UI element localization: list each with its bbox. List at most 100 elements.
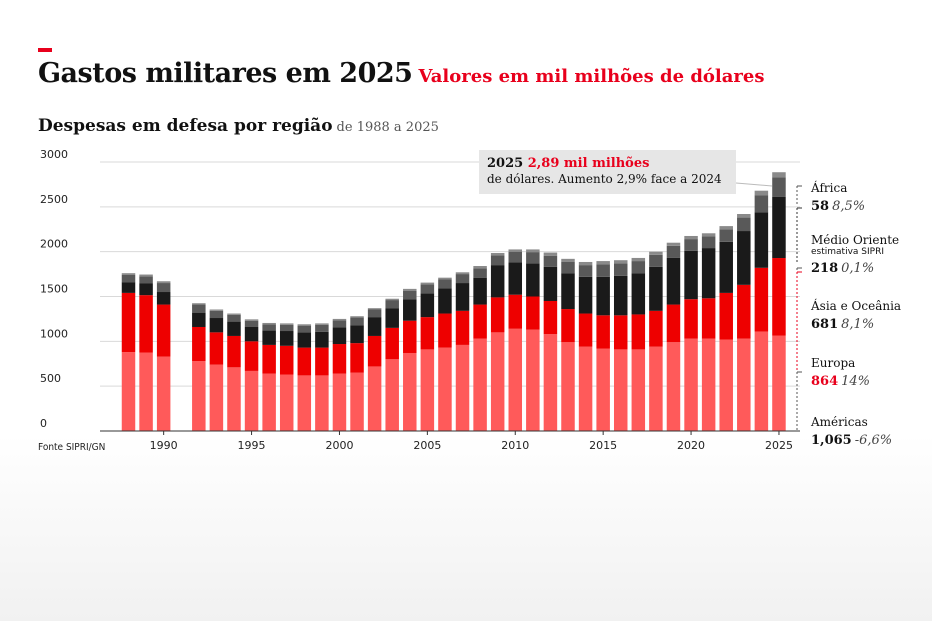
bar-segment — [367, 366, 382, 431]
bar-segment — [754, 267, 769, 332]
bar-segment — [473, 277, 487, 305]
bar-segment — [262, 344, 276, 374]
bar-segment — [526, 249, 540, 253]
bar-segment — [701, 236, 716, 249]
bar-segment — [543, 255, 558, 267]
bar-segment — [613, 263, 628, 276]
y-tick-label: 3000 — [40, 148, 68, 161]
bar-segment — [666, 245, 681, 258]
bar-segment — [455, 283, 470, 311]
bar-segment — [139, 283, 153, 296]
title-main: Gastos militares em 2025 — [38, 58, 413, 89]
bar-segment — [227, 367, 241, 431]
bar-segment — [561, 258, 575, 262]
bar-segment — [754, 190, 769, 196]
bar-segment — [139, 352, 153, 431]
x-tick-label: 2015 — [589, 439, 617, 452]
bar-segment — [403, 288, 417, 291]
bar-segment — [279, 374, 294, 431]
bar-segment — [613, 349, 628, 431]
bar-segment — [139, 276, 153, 284]
x-tick-label: 2005 — [413, 439, 441, 452]
bar-segment — [490, 255, 505, 266]
bar-segment — [490, 297, 505, 333]
bar-segment — [526, 252, 540, 264]
bar-segment — [262, 330, 276, 345]
bar-segment — [737, 231, 751, 285]
x-tick-label: 2025 — [765, 439, 793, 452]
bar-segment — [315, 375, 329, 431]
bar-segment — [631, 349, 646, 431]
bar-segment — [244, 320, 259, 327]
bar-segment — [508, 294, 523, 329]
legend-middle-east: Médio Oriente estimativa SIPRI 218 0,1% — [811, 233, 899, 276]
chart-title: Despesas em defesa por região de 1988 a 2… — [38, 116, 439, 136]
bar-segment — [631, 273, 646, 315]
legend-middle-east-name: Médio Oriente — [811, 233, 900, 247]
bar-segment — [684, 235, 698, 240]
legend-americas-value: 1,065 — [811, 433, 852, 448]
bar-segment — [121, 273, 136, 275]
x-tick-label: 1990 — [150, 439, 178, 452]
bar-segment — [543, 300, 558, 335]
x-tick-label: 2020 — [677, 439, 705, 452]
bar-segment — [121, 274, 136, 283]
bar-segment — [227, 335, 241, 368]
chart-title-range: de 1988 a 2025 — [336, 120, 439, 135]
bar-segment — [772, 335, 786, 431]
bar-segment — [121, 352, 136, 431]
bar-segment — [684, 239, 698, 251]
bar-segment — [613, 260, 628, 264]
bar-segment — [526, 263, 540, 297]
legend-asia-oceania-value: 681 — [811, 317, 839, 332]
bar-segment — [508, 262, 523, 295]
bar-segment — [737, 214, 751, 218]
bar-segment — [121, 292, 136, 353]
bar-segment — [139, 274, 153, 277]
bar-segment — [385, 300, 399, 309]
bar-segment — [719, 241, 733, 293]
bar-segment — [754, 195, 769, 213]
bar-segment — [192, 326, 206, 362]
bar-segment — [596, 264, 610, 277]
bar-segment — [772, 258, 786, 336]
bar-segment — [701, 338, 716, 431]
bar-segment — [737, 284, 751, 339]
legend-europe-pct: 14% — [841, 374, 871, 389]
legend-americas-name: Américas — [811, 415, 868, 429]
bar-segment — [403, 320, 417, 353]
bar-segment — [438, 313, 452, 348]
bar-segment — [578, 276, 593, 314]
bar-segment — [701, 248, 716, 299]
legend-americas: Américas 1,065 -6,6% — [811, 415, 892, 448]
bar-segment — [543, 252, 558, 256]
bar-segment — [332, 320, 347, 328]
bar-segment — [473, 338, 487, 431]
bar-segment — [367, 335, 382, 367]
bar-segment — [350, 343, 364, 373]
bar-segment — [455, 274, 470, 284]
bar-segment — [350, 316, 364, 318]
bar-segment — [596, 315, 610, 349]
bar-segment — [156, 283, 171, 293]
bar-segment — [156, 292, 171, 305]
bar-segment — [367, 308, 382, 310]
bar-segment — [649, 251, 663, 255]
bar-segment — [543, 334, 558, 431]
bar-segment — [192, 312, 206, 327]
legend-asia-oceania: Ásia e Oceânia 681 8,1% — [811, 299, 901, 332]
bar-segment — [490, 265, 505, 298]
bar-segment — [526, 329, 540, 431]
y-tick-label: 1000 — [40, 327, 68, 340]
legend-middle-east-pct: 0,1% — [841, 261, 875, 276]
bar-segment — [403, 299, 417, 321]
bar-segment — [473, 304, 487, 339]
callout-year: 2025 — [487, 156, 524, 171]
bar-segment — [209, 309, 224, 311]
bar-segment — [367, 317, 382, 336]
bar-segment — [297, 332, 312, 348]
bar-segment — [244, 326, 259, 342]
bar-segment — [649, 346, 663, 431]
bar-segment — [385, 308, 399, 328]
